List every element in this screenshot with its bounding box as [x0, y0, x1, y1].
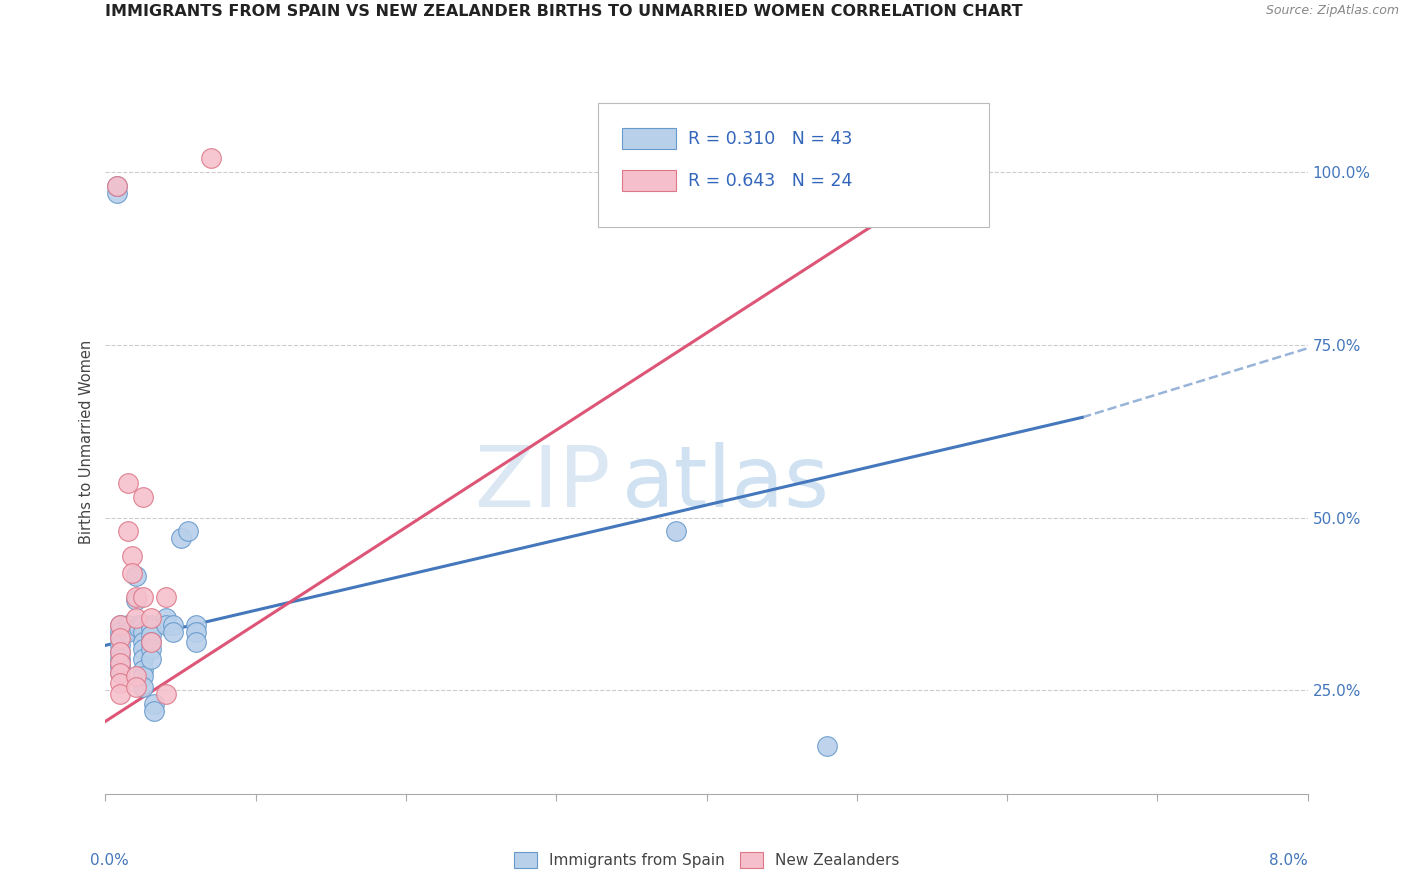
Point — [128, 621, 150, 635]
Y-axis label: Births to Unmarried Women: Births to Unmarried Women — [79, 340, 94, 543]
Point — [132, 624, 155, 639]
Text: Source: ZipAtlas.com: Source: ZipAtlas.com — [1265, 4, 1399, 18]
Point — [110, 665, 132, 680]
Point — [110, 632, 132, 646]
Point — [184, 635, 207, 649]
Text: R = 0.310   N = 43: R = 0.310 N = 43 — [689, 129, 853, 147]
Point — [128, 617, 150, 632]
Point — [132, 652, 155, 666]
Point — [132, 490, 155, 504]
Bar — [623, 170, 676, 192]
Point — [121, 549, 143, 563]
Point — [124, 680, 146, 694]
Point — [117, 624, 139, 639]
Point — [155, 687, 177, 701]
Text: R = 0.643   N = 24: R = 0.643 N = 24 — [689, 172, 853, 190]
Point — [121, 566, 143, 580]
Point — [184, 624, 207, 639]
Text: IMMIGRANTS FROM SPAIN VS NEW ZEALANDER BIRTHS TO UNMARRIED WOMEN CORRELATION CHA: IMMIGRANTS FROM SPAIN VS NEW ZEALANDER B… — [105, 4, 1024, 20]
Text: atlas: atlas — [623, 442, 831, 525]
Point — [110, 617, 132, 632]
Point — [124, 611, 146, 625]
Point — [110, 676, 132, 690]
Point — [110, 638, 132, 652]
Point — [110, 632, 132, 646]
Point — [132, 669, 155, 683]
Point — [110, 652, 132, 666]
Point — [107, 186, 129, 200]
Point — [117, 617, 139, 632]
Point — [110, 617, 132, 632]
Point — [139, 611, 162, 625]
Point — [162, 624, 184, 639]
Point — [110, 687, 132, 701]
Point — [921, 158, 943, 172]
Point — [665, 524, 688, 539]
Point — [142, 697, 165, 711]
Point — [110, 624, 132, 639]
Point — [124, 669, 146, 683]
Point — [117, 475, 139, 490]
FancyBboxPatch shape — [599, 103, 988, 227]
Point — [107, 178, 129, 193]
Point — [139, 617, 162, 632]
Point — [132, 590, 155, 604]
Point — [815, 739, 838, 753]
Point — [110, 645, 132, 659]
Point — [110, 665, 132, 680]
Point — [132, 680, 155, 694]
Point — [139, 641, 162, 656]
Point — [155, 590, 177, 604]
Point — [124, 569, 146, 583]
Point — [169, 531, 191, 545]
Point — [132, 635, 155, 649]
Text: ZIP: ZIP — [474, 442, 610, 525]
Point — [132, 641, 155, 656]
Point — [177, 524, 200, 539]
Point — [139, 635, 162, 649]
Legend: Immigrants from Spain, New Zealanders: Immigrants from Spain, New Zealanders — [508, 847, 905, 874]
Point — [124, 593, 146, 607]
Point — [139, 652, 162, 666]
Point — [162, 617, 184, 632]
Point — [139, 621, 162, 635]
Point — [155, 611, 177, 625]
Point — [110, 656, 132, 670]
Point — [142, 704, 165, 718]
Point — [184, 617, 207, 632]
Point — [132, 617, 155, 632]
Text: 8.0%: 8.0% — [1268, 853, 1308, 868]
Point — [110, 659, 132, 673]
Point — [132, 663, 155, 677]
Point — [155, 617, 177, 632]
Text: 0.0%: 0.0% — [90, 853, 129, 868]
Point — [117, 524, 139, 539]
Point — [139, 628, 162, 642]
Point — [107, 178, 129, 193]
Point — [110, 645, 132, 659]
Point — [200, 151, 222, 165]
Point — [139, 635, 162, 649]
Bar — [623, 128, 676, 149]
Point — [124, 590, 146, 604]
